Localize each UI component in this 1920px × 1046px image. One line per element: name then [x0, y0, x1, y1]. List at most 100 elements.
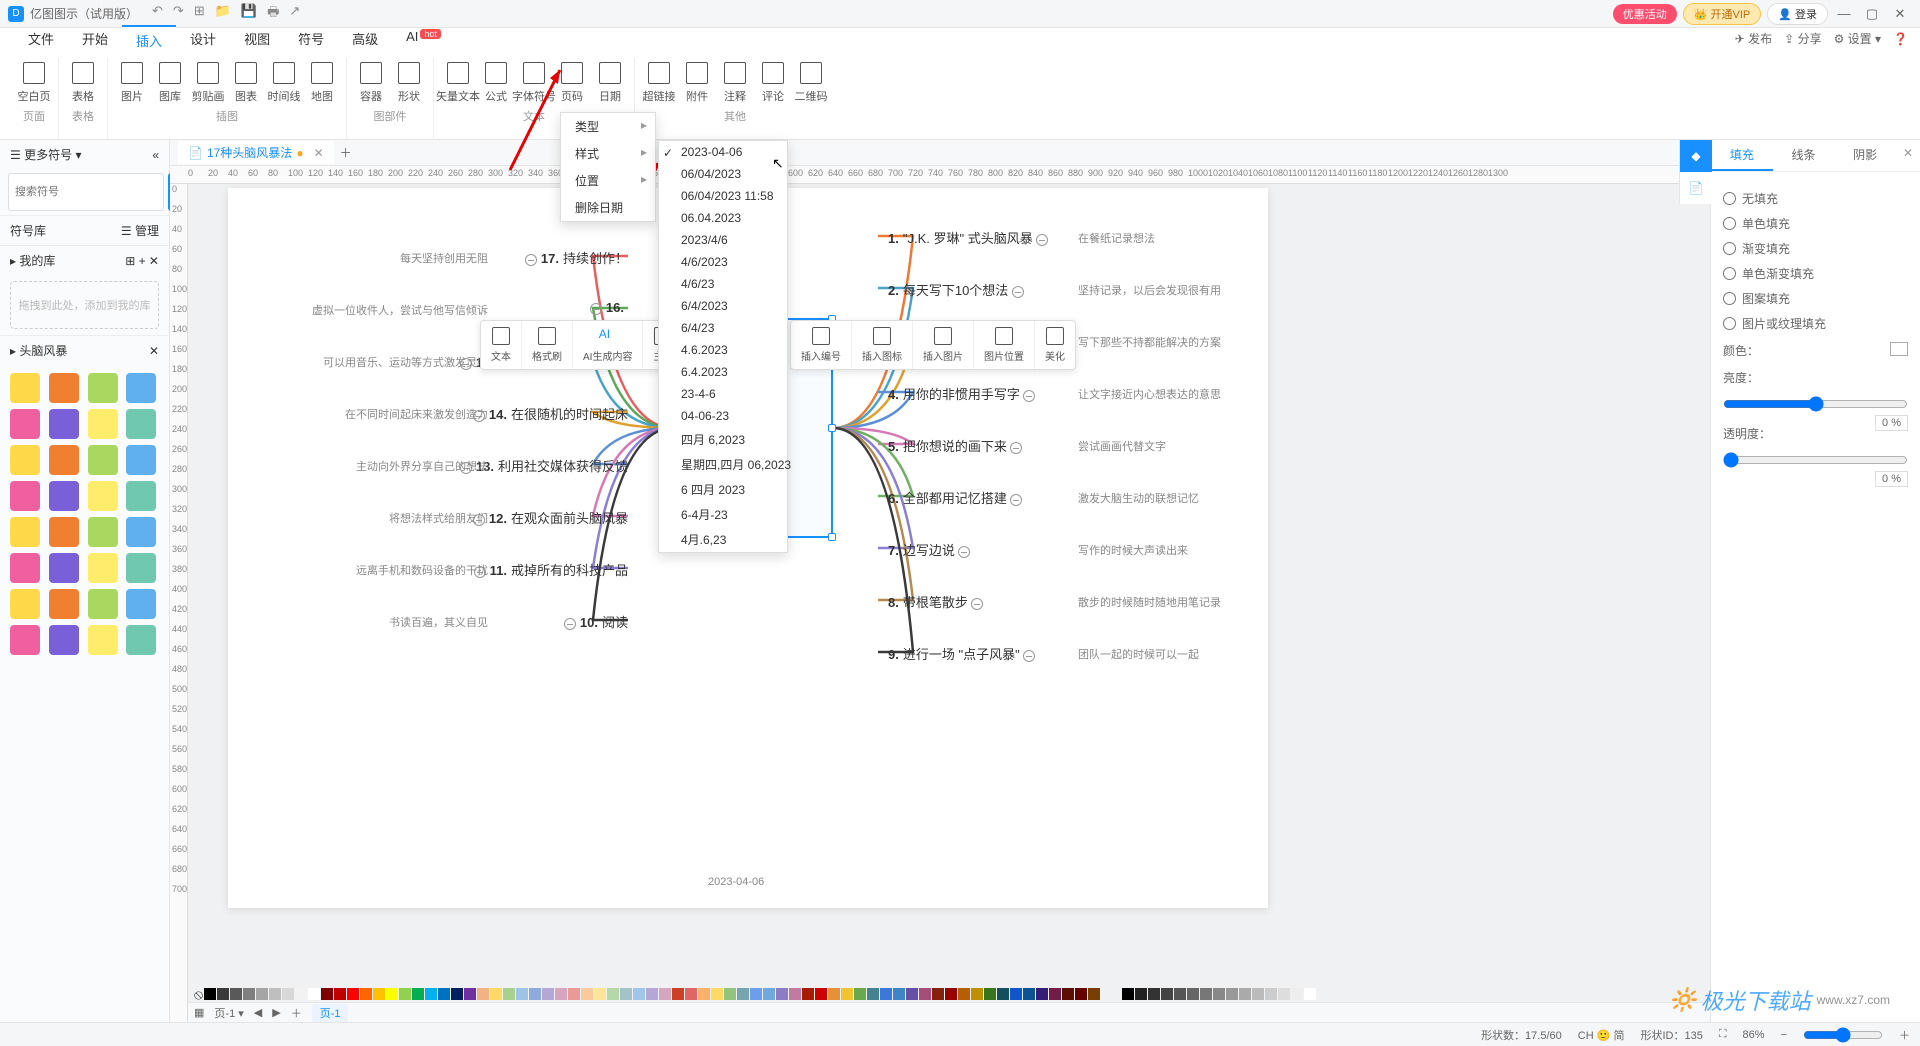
rp-close-icon[interactable]: ✕ [1896, 140, 1920, 171]
color-#e06666[interactable] [685, 988, 697, 1000]
minimize-icon[interactable]: — [1832, 6, 1856, 21]
color-#8e7cc3[interactable] [776, 988, 788, 1000]
color-#9dc3e6[interactable] [516, 988, 528, 1000]
ribbon-剪贴画[interactable]: 剪贴画 [190, 58, 226, 104]
gray-#444[interactable] [1161, 988, 1173, 1000]
color-#6d9eeb[interactable] [750, 988, 762, 1000]
maximize-icon[interactable]: ▢ [1860, 6, 1884, 22]
ribbon-图库[interactable]: 图库 [152, 58, 188, 104]
date-format-5[interactable]: 4/6/2023 [659, 251, 787, 273]
color-#741b47[interactable] [1049, 988, 1061, 1000]
date-format-10[interactable]: 6.4.2023 [659, 361, 787, 383]
date-format-15[interactable]: 6 四月 2023 [659, 477, 787, 502]
symbol-15[interactable] [126, 481, 156, 511]
symbol-12[interactable] [10, 481, 40, 511]
fill-opt-1[interactable]: 单色填充 [1723, 215, 1908, 232]
color-#ffc000[interactable] [373, 988, 385, 1000]
new-icon[interactable]: ⊞ [194, 3, 205, 25]
symbol-9[interactable] [49, 445, 79, 475]
color-#d5a6bd[interactable] [659, 988, 671, 1000]
promo-pill[interactable]: 优惠活动 [1613, 4, 1677, 24]
symbol-5[interactable] [49, 409, 79, 439]
color-#351c75[interactable] [1036, 988, 1048, 1000]
date-format-6[interactable]: 4/6/23 [659, 273, 787, 295]
color-#5b0f00[interactable] [1062, 988, 1074, 1000]
symbol-18[interactable] [88, 517, 118, 547]
rp-tab-阴影[interactable]: 阴影 [1834, 140, 1896, 171]
color-#990000[interactable] [945, 988, 957, 1000]
color-#e69138[interactable] [828, 988, 840, 1000]
symbol-26[interactable] [88, 589, 118, 619]
mm-left-6[interactable]: 11.戒掉所有的科技产品 [474, 560, 628, 579]
symbol-31[interactable] [126, 625, 156, 655]
gray-#fff[interactable] [1304, 988, 1316, 1000]
color-#cc0000[interactable] [815, 988, 827, 1000]
menu-tab-3[interactable]: 设计 [176, 25, 230, 54]
color-#002060[interactable] [451, 988, 463, 1000]
color-#000000[interactable] [204, 988, 216, 1000]
color-#7f7f7f[interactable] [243, 988, 255, 1000]
ribbon-评论[interactable]: 评论 [755, 58, 791, 104]
color-#a9d18e[interactable] [503, 988, 515, 1000]
mm-left-3[interactable]: 14.在很随机的时间起床 [473, 404, 628, 423]
my-lib-label[interactable]: ▸ 我的库 [10, 252, 55, 269]
color-#00b050[interactable] [412, 988, 424, 1000]
ribbon-超链接[interactable]: 超链接 [641, 58, 677, 104]
ribbon-图片[interactable]: 图片 [114, 58, 150, 104]
float-文本[interactable]: 文本 [481, 321, 522, 369]
color-#660000[interactable] [1075, 988, 1087, 1000]
symbol-27[interactable] [126, 589, 156, 619]
color-#ffe599[interactable] [594, 988, 606, 1000]
color-#00b0f0[interactable] [425, 988, 437, 1000]
save-icon[interactable]: 💾 [241, 3, 257, 25]
symbol-20[interactable] [10, 553, 40, 583]
symbol-14[interactable] [88, 481, 118, 511]
color-#9fc5e8[interactable] [633, 988, 645, 1000]
menu-tab-6[interactable]: 高级 [338, 25, 392, 54]
menu-tab-2[interactable]: 插入 [122, 25, 176, 54]
symbol-29[interactable] [49, 625, 79, 655]
mm-right-4[interactable]: 5.把你想说的画下来 [888, 436, 1022, 455]
date-format-4[interactable]: 2023/4/6 [659, 229, 787, 251]
menu-tab-4[interactable]: 视图 [230, 25, 284, 54]
close-icon[interactable]: ✕ [1888, 6, 1912, 22]
rp-tab-线条[interactable]: 线条 [1773, 140, 1835, 171]
gray-#888[interactable] [1213, 988, 1225, 1000]
date-format-12[interactable]: 04-06-23 [659, 405, 787, 427]
gray-#333[interactable] [1148, 988, 1160, 1000]
float-插入编号[interactable]: 插入编号 [791, 321, 852, 369]
color-#d8d8d8[interactable] [282, 988, 294, 1000]
fit-icon[interactable]: ⛶ [1719, 1028, 1727, 1041]
color-#1155cc[interactable] [1010, 988, 1022, 1000]
date-menu-样式[interactable]: 样式▸ [561, 140, 655, 167]
float-格式刷[interactable]: 格式刷 [522, 321, 573, 369]
symbol-30[interactable] [88, 625, 118, 655]
symbol-11[interactable] [126, 445, 156, 475]
more-symbols-header[interactable]: ☰ 更多符号 ▾ « [0, 140, 169, 169]
gray-#666[interactable] [1187, 988, 1199, 1000]
rp-tab-填充[interactable]: 填充 [1711, 140, 1773, 171]
document-tab[interactable]: 📄 17种头脑风暴法 ● ✕ [178, 141, 334, 164]
symbol-24[interactable] [10, 589, 40, 619]
symbol-21[interactable] [49, 553, 79, 583]
mm-left-5[interactable]: 12.在观众面前头脑风暴 [473, 508, 628, 527]
fill-opt-4[interactable]: 图案填充 [1723, 290, 1908, 307]
print-icon[interactable]: 🖶 [267, 3, 279, 25]
color-#b45f06[interactable] [958, 988, 970, 1000]
color-#b4a7d6[interactable] [542, 988, 554, 1000]
menu-tab-5[interactable]: 符号 [284, 25, 338, 54]
date-format-8[interactable]: 6/4/23 [659, 317, 787, 339]
color-#92d050[interactable] [399, 988, 411, 1000]
date-menu-位置[interactable]: 位置▸ [561, 167, 655, 194]
date-format-11[interactable]: 23-4-6 [659, 383, 787, 405]
color-#134f5c[interactable] [997, 988, 1009, 1000]
mm-right-1[interactable]: 2.每天写下10个想法 [888, 280, 1024, 299]
color-#cc4125[interactable] [672, 988, 684, 1000]
gray-#aaa[interactable] [1239, 988, 1251, 1000]
settings-link[interactable]: ⚙ 设置 ▾ [1834, 30, 1881, 47]
gray-#555[interactable] [1174, 988, 1186, 1000]
date-format-7[interactable]: 6/4/2023 [659, 295, 787, 317]
mm-left-0[interactable]: 17.持续创作！ [525, 248, 628, 267]
mm-left-7[interactable]: 10.阅读 [564, 612, 628, 631]
gray-#777[interactable] [1200, 988, 1212, 1000]
